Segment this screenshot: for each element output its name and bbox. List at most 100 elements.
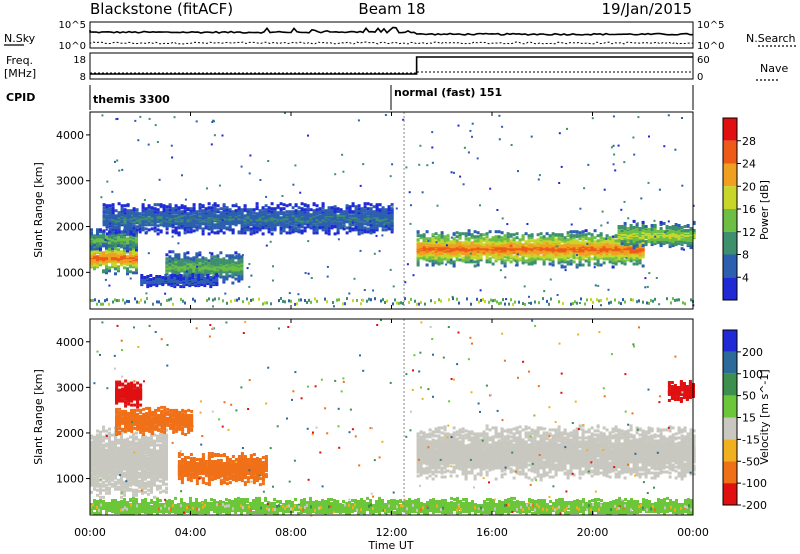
heatmap-cell xyxy=(551,251,555,255)
heatmap-cell xyxy=(279,229,283,233)
heatmap-cell xyxy=(240,215,244,219)
heatmap-cell xyxy=(470,241,474,245)
heatmap-cell xyxy=(141,228,145,232)
heatmap-cell xyxy=(116,299,118,303)
heatmap-cell xyxy=(167,278,171,281)
heatmap-cell xyxy=(569,230,573,234)
heatmap-cell xyxy=(416,263,420,267)
heatmap-cell xyxy=(348,208,352,212)
heatmap-cell xyxy=(108,207,112,211)
heatmap-cell xyxy=(264,204,268,208)
heatmap-cell xyxy=(206,274,210,277)
heatmap-cell xyxy=(389,268,392,271)
heatmap-cell xyxy=(632,244,636,248)
heatmap-cell xyxy=(123,249,126,253)
heatmap-cell xyxy=(671,227,675,230)
heatmap-cell xyxy=(108,302,110,306)
heatmap-cell xyxy=(288,222,292,226)
heatmap-cell xyxy=(108,269,111,273)
heatmap-cell xyxy=(578,255,582,259)
heatmap-cell xyxy=(147,223,151,227)
heatmap-cell xyxy=(189,257,193,261)
heatmap-cell xyxy=(542,258,546,262)
heatmap-cell xyxy=(117,230,121,234)
heatmap-cell xyxy=(554,240,558,244)
heatmap-cell xyxy=(279,216,283,220)
heatmap-cell xyxy=(590,235,594,239)
heatmap-cell xyxy=(491,262,495,266)
heatmap-cell xyxy=(572,254,576,258)
heatmap-cell xyxy=(452,254,456,258)
heatmap-cell xyxy=(111,242,114,246)
heatmap-cell xyxy=(234,251,238,255)
heatmap-cell xyxy=(528,302,531,304)
heatmap-cell xyxy=(485,259,489,263)
heatmap-cell xyxy=(608,236,612,240)
heatmap-cell xyxy=(494,256,498,260)
heatmap-cell xyxy=(339,212,343,216)
heatmap-cell xyxy=(240,225,244,229)
heatmap-cell xyxy=(434,255,438,259)
heatmap-cell xyxy=(198,206,202,210)
heatmap-cell xyxy=(440,231,444,235)
heatmap-cell xyxy=(139,115,142,118)
heatmap-cell xyxy=(683,225,687,228)
heatmap-cell xyxy=(455,249,459,253)
heatmap-cell xyxy=(177,260,181,264)
heatmap-cell xyxy=(93,243,96,247)
heatmap-cell xyxy=(108,243,111,247)
heatmap-cell xyxy=(180,204,184,208)
heatmap-cell xyxy=(99,247,102,251)
heatmap-cell xyxy=(183,205,187,209)
heatmap-cell xyxy=(488,230,492,234)
heatmap-cell xyxy=(174,208,178,212)
heatmap-cell xyxy=(647,228,651,231)
heatmap-cell xyxy=(93,234,96,238)
heatmap-cell xyxy=(473,235,477,239)
heatmap-cell xyxy=(617,144,620,147)
heatmap-cell xyxy=(170,279,174,282)
heatmap-cell xyxy=(288,210,292,214)
heatmap-cell xyxy=(551,238,555,242)
heatmap-cell xyxy=(600,304,602,307)
heatmap-cell xyxy=(503,259,507,263)
heatmap-cell xyxy=(464,251,468,255)
heatmap-cell xyxy=(279,212,283,216)
heatmap-cell xyxy=(692,220,696,224)
heatmap-cell xyxy=(336,214,340,218)
heatmap-cell xyxy=(647,181,650,184)
heatmap-cell xyxy=(499,269,502,272)
heatmap-cell xyxy=(587,260,591,264)
heatmap-cell xyxy=(108,247,111,251)
heatmap-cell xyxy=(563,238,567,242)
heatmap-cell xyxy=(123,226,127,230)
heatmap-cell xyxy=(257,222,260,225)
heatmap-cell xyxy=(201,227,205,231)
heatmap-cell xyxy=(542,253,546,257)
heatmap-cell xyxy=(158,300,160,304)
heatmap-cell xyxy=(461,256,465,260)
heatmap-cell xyxy=(545,239,549,243)
heatmap-cell xyxy=(237,259,241,263)
heatmap-cell xyxy=(108,235,111,239)
heatmap-cell xyxy=(146,297,148,300)
heatmap-cell xyxy=(626,239,630,243)
heatmap-cell xyxy=(515,260,519,264)
heatmap-cell xyxy=(120,206,124,210)
heatmap-cell xyxy=(231,260,235,264)
heatmap-cell xyxy=(299,191,302,194)
heatmap-cell xyxy=(458,235,462,239)
heatmap-cell xyxy=(231,228,235,232)
heatmap-cell xyxy=(228,274,232,278)
heatmap-cell xyxy=(593,255,597,259)
heatmap-cell xyxy=(206,276,210,279)
heatmap-cell xyxy=(147,228,151,232)
heatmap-cell xyxy=(412,274,415,277)
heatmap-cell xyxy=(629,241,633,245)
heatmap-cell xyxy=(318,225,322,229)
heatmap-cell xyxy=(330,217,334,221)
heatmap-cell xyxy=(219,258,223,262)
heatmap-cell xyxy=(345,231,349,235)
heatmap-cell xyxy=(207,206,211,210)
